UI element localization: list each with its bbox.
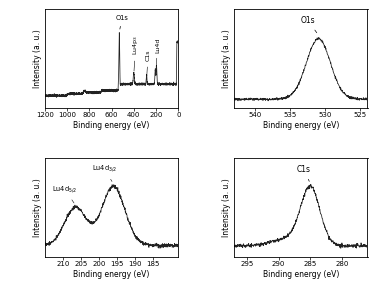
X-axis label: Binding energy (eV): Binding energy (eV) (74, 270, 150, 279)
Text: C1s: C1s (297, 165, 311, 181)
Y-axis label: Intensity (a. u.): Intensity (a. u.) (222, 178, 231, 237)
X-axis label: Binding energy (eV): Binding energy (eV) (262, 121, 339, 130)
Text: C1s: C1s (146, 50, 150, 76)
Y-axis label: Intensity (a. u.): Intensity (a. u.) (222, 29, 231, 88)
Text: O1s: O1s (116, 15, 129, 29)
Text: O1s: O1s (301, 16, 317, 33)
Text: Lu4d$_{3/2}$: Lu4d$_{3/2}$ (92, 164, 117, 182)
Y-axis label: Intensity (a. u.): Intensity (a. u.) (33, 29, 42, 88)
Y-axis label: Intensity (a. u.): Intensity (a. u.) (33, 178, 42, 237)
Text: Lu4d$_{5/2}$: Lu4d$_{5/2}$ (52, 184, 77, 203)
Text: Lu4p$_3$: Lu4p$_3$ (131, 36, 140, 71)
X-axis label: Binding energy (eV): Binding energy (eV) (74, 121, 150, 130)
X-axis label: Binding energy (eV): Binding energy (eV) (262, 270, 339, 279)
Text: Lu4d: Lu4d (155, 37, 160, 66)
